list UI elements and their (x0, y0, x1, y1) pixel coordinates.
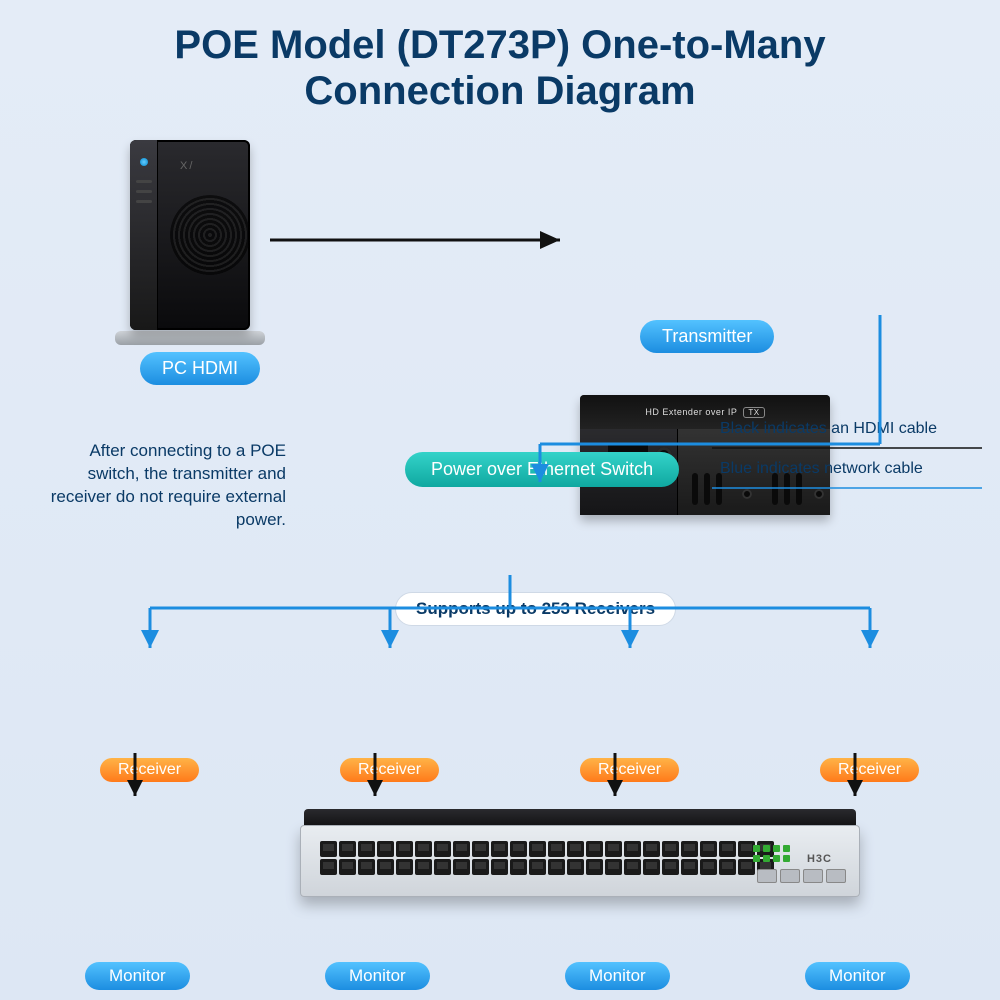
receiver-label: Receiver (100, 758, 199, 782)
title-line-2: Connection Diagram (304, 69, 695, 113)
receiver-label: Receiver (580, 758, 679, 782)
extender-title: HD Extender over IP (645, 407, 737, 417)
tx-badge: TX (743, 407, 764, 418)
diagram-canvas: POE Model (DT273P) One-to-Many Connectio… (0, 0, 1000, 1000)
receiver-label: Receiver (820, 758, 919, 782)
legend-network: Blue indicates network cable (720, 460, 923, 478)
pc-badge-text: X/ (180, 160, 194, 172)
page-title: POE Model (DT273P) One-to-Many Connectio… (0, 22, 1000, 114)
receiver-label: Receiver (340, 758, 439, 782)
legend-hdmi-text: Black indicates an HDMI cable (720, 420, 937, 437)
pc-tower: X/ (115, 140, 265, 345)
title-line-1: POE Model (DT273P) One-to-Many (174, 23, 825, 67)
receivers-note: Supports up to 253 Receivers (395, 592, 676, 626)
switch-ports (320, 841, 774, 875)
monitor-label: Monitor (85, 962, 190, 990)
switch-brand: H3C (807, 853, 832, 865)
pc-label: PC HDMI (140, 352, 260, 385)
poe-note: After connecting to a POE switch, the tr… (36, 440, 286, 532)
legend-hdmi: Black indicates an HDMI cable (720, 420, 937, 438)
ethernet-switch: H3C (300, 825, 860, 897)
transmitter-label: Transmitter (640, 320, 774, 353)
monitor-label: Monitor (565, 962, 670, 990)
legend-network-text: Blue indicates network cable (720, 460, 923, 477)
monitor-label: Monitor (325, 962, 430, 990)
monitor-label: Monitor (805, 962, 910, 990)
switch-label: Power over Ethernet Switch (405, 452, 679, 487)
